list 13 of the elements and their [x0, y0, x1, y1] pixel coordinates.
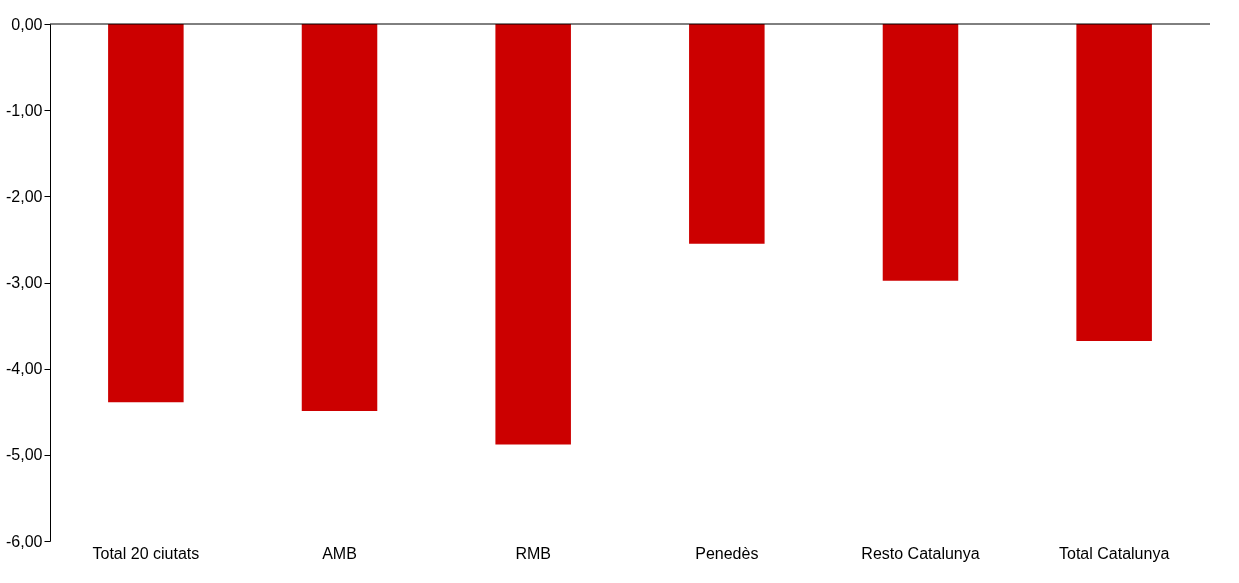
y-tick-label: -5,00: [6, 446, 43, 464]
x-tick-label: AMB: [322, 544, 357, 562]
x-tick-label: Resto Catalunya: [861, 544, 980, 562]
y-tick-label: -3,00: [6, 274, 43, 291]
x-tick-label: Total 20 ciutats: [92, 544, 200, 562]
x-tick-label: Penedès: [695, 544, 759, 562]
y-tick-label: 0,00: [11, 15, 43, 33]
y-tick-label: -2,00: [6, 187, 43, 205]
x-tick-label: Total Catalunya: [1058, 544, 1170, 562]
y-tick-label: -4,00: [6, 360, 43, 378]
x-tick-label: RMB: [515, 544, 551, 562]
y-tick-label: -1,00: [6, 101, 43, 119]
y-tick-label: -6,00: [6, 532, 43, 550]
